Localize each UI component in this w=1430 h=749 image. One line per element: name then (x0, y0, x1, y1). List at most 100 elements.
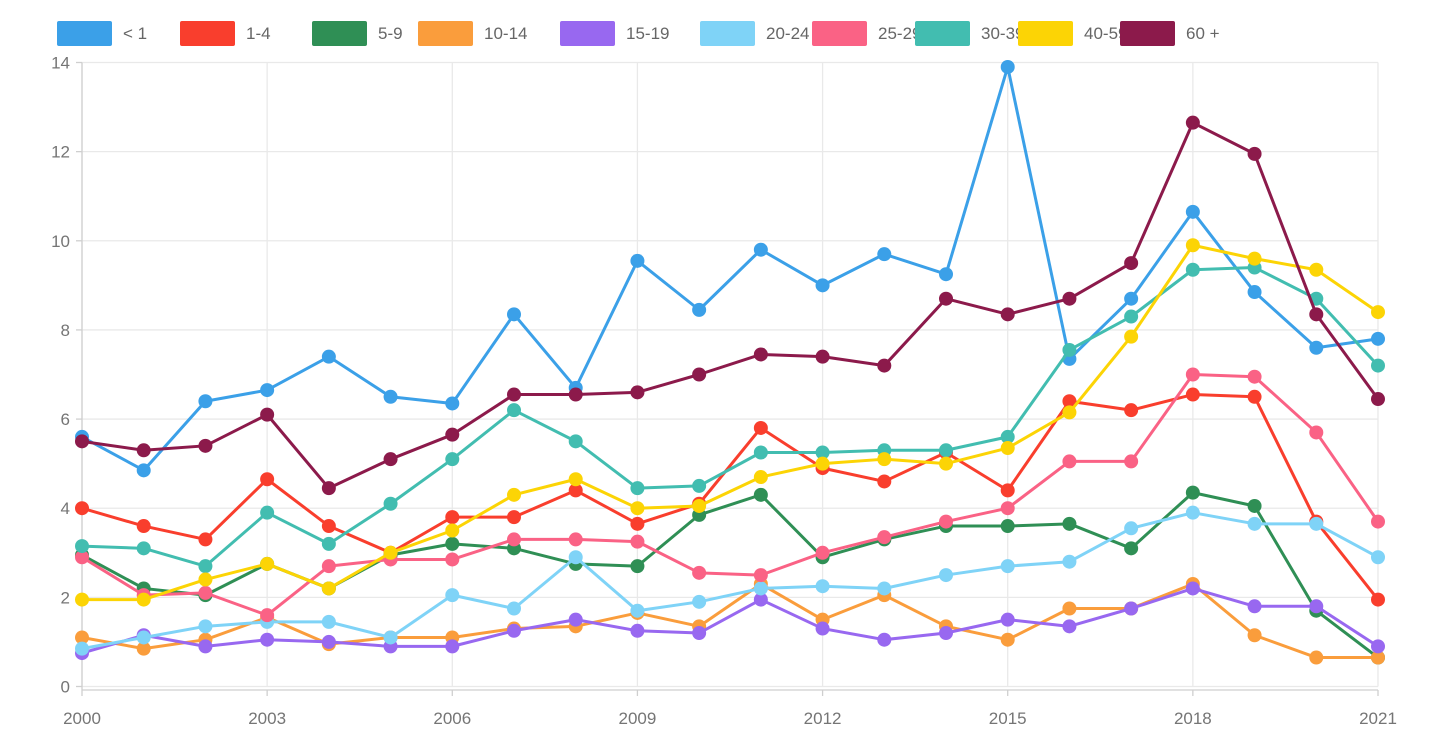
data-point[interactable] (75, 539, 89, 554)
data-point[interactable] (136, 519, 151, 534)
data-point[interactable] (939, 456, 953, 471)
data-point[interactable] (1371, 514, 1385, 529)
data-point[interactable] (1000, 429, 1015, 444)
data-point[interactable] (1247, 369, 1262, 384)
data-point[interactable] (630, 481, 645, 496)
data-point[interactable] (877, 530, 892, 545)
data-point[interactable] (198, 532, 213, 547)
data-point[interactable] (877, 247, 892, 262)
data-point[interactable] (1062, 342, 1077, 357)
legend-item-15-19[interactable]: 15-19 (560, 21, 669, 46)
data-point[interactable] (1185, 262, 1200, 277)
data-point[interactable] (1062, 516, 1077, 531)
data-point[interactable] (445, 427, 460, 442)
data-point[interactable] (136, 463, 151, 478)
data-point[interactable] (1124, 329, 1139, 344)
data-point[interactable] (1000, 483, 1015, 498)
data-point[interactable] (568, 550, 583, 565)
data-point[interactable] (877, 452, 892, 467)
data-point[interactable] (383, 496, 398, 511)
data-point[interactable] (753, 347, 768, 362)
data-point[interactable] (1309, 307, 1324, 322)
data-point[interactable] (198, 585, 213, 600)
data-point[interactable] (1309, 262, 1324, 277)
data-point[interactable] (260, 383, 275, 398)
data-point[interactable] (692, 626, 707, 641)
data-point[interactable] (815, 445, 830, 460)
data-point[interactable] (1371, 639, 1385, 654)
data-point[interactable] (136, 443, 151, 458)
data-point[interactable] (383, 545, 398, 560)
data-point[interactable] (815, 456, 830, 471)
data-point[interactable] (1371, 592, 1385, 607)
data-point[interactable] (568, 434, 583, 449)
data-point[interactable] (630, 534, 645, 549)
data-point[interactable] (507, 387, 521, 402)
data-point[interactable] (877, 358, 892, 373)
data-point[interactable] (1000, 307, 1015, 322)
data-point[interactable] (75, 501, 89, 516)
data-point[interactable] (260, 472, 275, 487)
legend-item-20-24[interactable]: 20-24 (700, 21, 809, 46)
data-point[interactable] (630, 385, 645, 400)
data-point[interactable] (568, 472, 583, 487)
data-point[interactable] (198, 438, 213, 453)
data-point[interactable] (445, 552, 460, 567)
data-point[interactable] (507, 601, 521, 616)
data-point[interactable] (1371, 358, 1385, 373)
legend-item-30-39[interactable]: 30-39 (915, 21, 1024, 46)
data-point[interactable] (445, 639, 460, 654)
data-point[interactable] (630, 516, 645, 531)
data-point[interactable] (1124, 541, 1139, 556)
data-point[interactable] (1062, 619, 1077, 634)
data-point[interactable] (1062, 394, 1077, 409)
data-point[interactable] (1062, 601, 1077, 616)
data-point[interactable] (1371, 305, 1385, 320)
data-point[interactable] (198, 639, 213, 654)
data-point[interactable] (136, 541, 151, 556)
data-point[interactable] (75, 630, 89, 645)
data-point[interactable] (630, 253, 645, 268)
data-point[interactable] (1247, 628, 1262, 643)
data-point[interactable] (753, 568, 768, 583)
legend-item-5-9[interactable]: 5-9 (312, 21, 403, 46)
data-point[interactable] (445, 510, 460, 525)
data-point[interactable] (692, 498, 707, 513)
data-point[interactable] (1371, 550, 1385, 565)
data-point[interactable] (630, 559, 645, 574)
data-point[interactable] (1124, 309, 1139, 324)
data-point[interactable] (507, 487, 521, 502)
data-point[interactable] (198, 572, 213, 587)
data-point[interactable] (753, 420, 768, 435)
data-point[interactable] (1185, 204, 1200, 219)
data-point[interactable] (383, 630, 398, 645)
data-point[interactable] (321, 519, 336, 534)
data-point[interactable] (383, 389, 398, 404)
data-point[interactable] (198, 559, 213, 574)
data-point[interactable] (1371, 392, 1385, 407)
data-point[interactable] (1185, 581, 1200, 596)
data-point[interactable] (1247, 389, 1262, 404)
data-point[interactable] (753, 470, 768, 485)
data-point[interactable] (507, 623, 521, 638)
data-point[interactable] (321, 634, 336, 649)
data-point[interactable] (630, 501, 645, 516)
data-point[interactable] (136, 641, 151, 656)
data-point[interactable] (568, 387, 583, 402)
data-point[interactable] (260, 556, 275, 571)
data-point[interactable] (1185, 367, 1200, 382)
data-point[interactable] (1062, 291, 1077, 306)
data-point[interactable] (321, 581, 336, 596)
data-point[interactable] (507, 510, 521, 525)
legend-item-10-14[interactable]: 10-14 (418, 21, 527, 46)
data-point[interactable] (260, 505, 275, 520)
data-point[interactable] (136, 630, 151, 645)
data-point[interactable] (1247, 146, 1262, 161)
data-point[interactable] (1124, 403, 1139, 418)
data-point[interactable] (1185, 238, 1200, 253)
data-point[interactable] (568, 612, 583, 627)
legend-item-25-29[interactable]: 25-29 (812, 21, 921, 46)
data-point[interactable] (445, 523, 460, 538)
data-point[interactable] (1124, 601, 1139, 616)
